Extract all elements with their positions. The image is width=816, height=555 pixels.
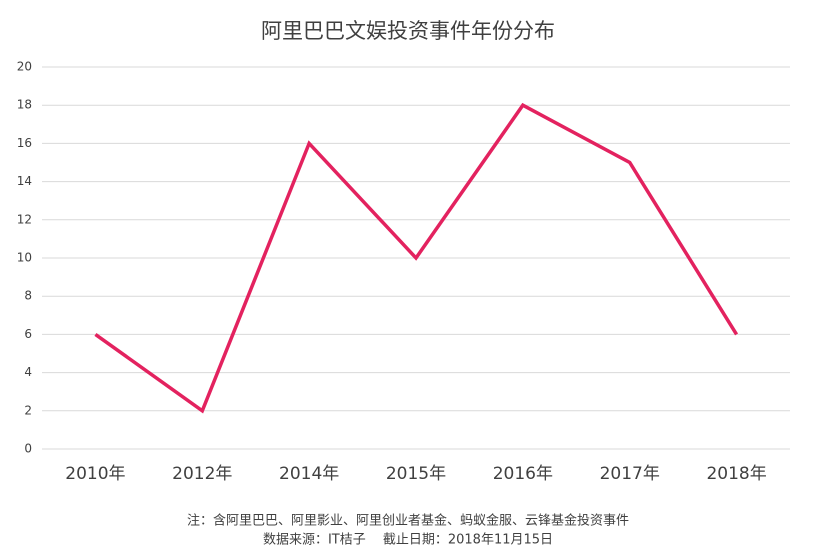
y-tick-label: 12 <box>17 212 32 226</box>
y-tick-label: 0 <box>24 442 32 456</box>
x-tick-label: 2015年 <box>386 464 446 484</box>
y-tick-label: 18 <box>17 98 32 112</box>
y-tick-label: 14 <box>17 174 32 188</box>
note: 注：含阿里巴巴、阿里影业、阿里创业者基金、蚂蚁金服、云锋基金投资事件 <box>187 513 629 529</box>
y-tick-label: 6 <box>24 327 32 341</box>
x-tick-label: 2014年 <box>279 464 339 484</box>
y-tick-label: 4 <box>24 365 32 379</box>
note: 数据来源：IT桔子 截止日期：2018年11月15日 <box>263 533 553 548</box>
chart-title: 阿里巴巴文娱投资事件年份分布 <box>261 19 555 43</box>
x-tick-label: 2016年 <box>493 464 553 484</box>
data-line <box>94 102 739 414</box>
x-tick-label: 2017年 <box>600 464 660 484</box>
x-tick-label: 2012年 <box>172 464 232 484</box>
y-tick-label: 8 <box>24 289 32 303</box>
y-tick-label: 10 <box>17 251 32 265</box>
y-tick-label: 2 <box>24 403 32 417</box>
y-tick-label: 16 <box>17 136 32 150</box>
y-tick-label: 20 <box>17 60 32 74</box>
x-tick-label: 2010年 <box>65 464 125 484</box>
x-tick-label: 2018年 <box>706 464 766 484</box>
